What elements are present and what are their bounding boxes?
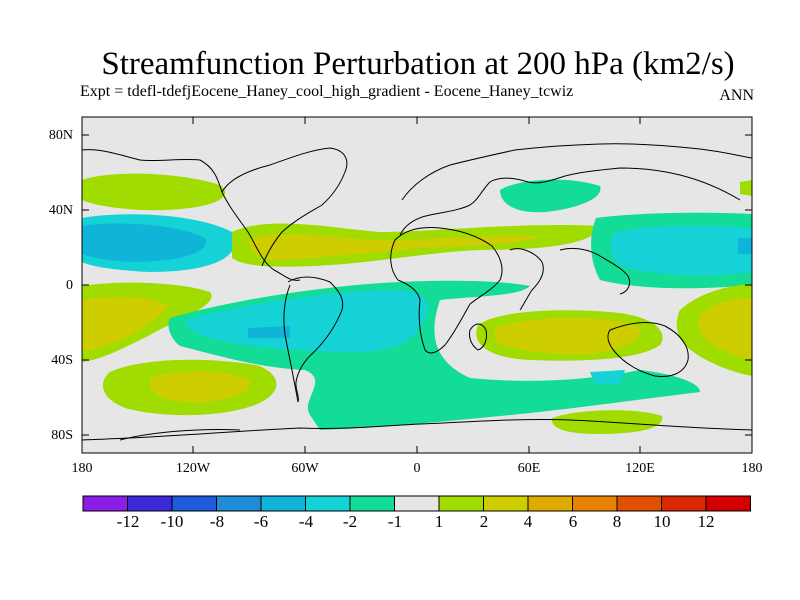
colorbar-label: 8	[612, 512, 622, 531]
region-south-america-core	[248, 326, 290, 338]
colorbar-label: 10	[653, 512, 671, 531]
coastline-india	[509, 248, 544, 311]
colorbar-label: -1	[387, 512, 403, 531]
colorbar-swatch	[572, 495, 618, 512]
coastline-north-america-east	[221, 147, 348, 267]
region-central-pacific-core	[82, 223, 206, 262]
lon-label-180-west: 180	[71, 461, 93, 476]
coastlines	[82, 143, 752, 441]
colorbar-swatch	[171, 495, 217, 512]
colorbar-swatch	[260, 495, 306, 512]
plot-title: Streamfunction Perturbation at 200 hPa (…	[101, 46, 735, 82]
colorbar-swatch	[483, 495, 529, 512]
lon-label-120w: 120W	[175, 461, 211, 476]
colorbar-swatch	[216, 495, 262, 512]
contour-field	[82, 117, 752, 453]
coastline-africa	[390, 227, 503, 354]
colorbar-swatch	[705, 495, 751, 512]
region-asia-negative	[500, 179, 601, 213]
lon-label-0: 0	[413, 461, 421, 476]
colorbar-swatch	[127, 495, 173, 512]
experiment-subtitle: Expt = tdefl-tdefjEocene_Haney_cool_high…	[80, 83, 574, 100]
region-south-indian-patch	[590, 370, 625, 384]
colorbar-swatch	[438, 495, 484, 512]
region-far-south-pacific-core	[698, 298, 752, 360]
region-indian-ocean-core	[495, 317, 640, 355]
colorbar-label: 2	[479, 512, 489, 531]
coastline-south-america-west	[283, 284, 299, 403]
lat-label-80s: 80S	[51, 428, 73, 443]
coastline-south-america	[287, 276, 344, 403]
lat-label-80n: 80N	[48, 128, 73, 143]
axis-ticks	[82, 117, 752, 453]
colorbar-swatch	[349, 495, 395, 512]
region-west-pacific-mid	[610, 225, 752, 276]
region-se-pacific-core	[82, 297, 168, 350]
colorbar-label: 6	[568, 512, 578, 531]
colorbar-label: -4	[298, 512, 314, 531]
colorbar-label: -8	[209, 512, 225, 531]
region-southern-pacific-core	[150, 371, 251, 403]
colorbar-swatch	[616, 495, 662, 512]
lat-label-40s: 40S	[51, 353, 73, 368]
season-label: ANN	[719, 87, 754, 104]
colorbar-swatch	[394, 495, 440, 512]
coastline-eurasia-south	[399, 167, 741, 236]
colorbar	[82, 495, 751, 512]
colorbar-label: 1	[434, 512, 444, 531]
lat-label-0: 0	[66, 278, 73, 293]
region-tropical-atlantic-core	[248, 234, 540, 260]
lat-label-40n: 40N	[48, 203, 73, 218]
colorbar-label: 4	[523, 512, 533, 531]
colorbar-swatch	[661, 495, 707, 512]
coastline-antarctica	[82, 418, 752, 441]
region-south-america-mid	[185, 290, 429, 352]
lon-label-60e: 60E	[517, 461, 541, 476]
colorbar-swatch	[82, 495, 128, 512]
colorbar-swatch	[305, 495, 351, 512]
colorbar-label: -2	[342, 512, 358, 531]
region-north-edge-positive	[740, 180, 752, 196]
coastline-antarctic-peninsula	[119, 428, 241, 441]
colorbar-swatch	[527, 495, 573, 512]
colorbar-label: -6	[253, 512, 269, 531]
region-west-pacific-core	[738, 238, 752, 254]
lon-label-60w: 60W	[291, 461, 319, 476]
colorbar-label: -10	[160, 512, 184, 531]
coastline-madagascar	[469, 323, 487, 351]
region-north-pacific-positive	[82, 173, 226, 211]
colorbar-label: -12	[116, 512, 140, 531]
lon-label-120e: 120E	[625, 461, 655, 476]
coastline-southeast-asia	[559, 247, 631, 295]
coastline-australia	[607, 322, 689, 377]
coastline-eurasia-north	[401, 143, 752, 201]
lon-label-180-east: 180	[741, 461, 763, 476]
colorbar-label: 12	[697, 512, 715, 531]
